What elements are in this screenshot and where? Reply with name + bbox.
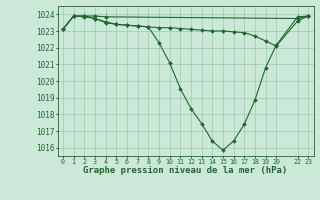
X-axis label: Graphe pression niveau de la mer (hPa): Graphe pression niveau de la mer (hPa): [84, 166, 288, 175]
